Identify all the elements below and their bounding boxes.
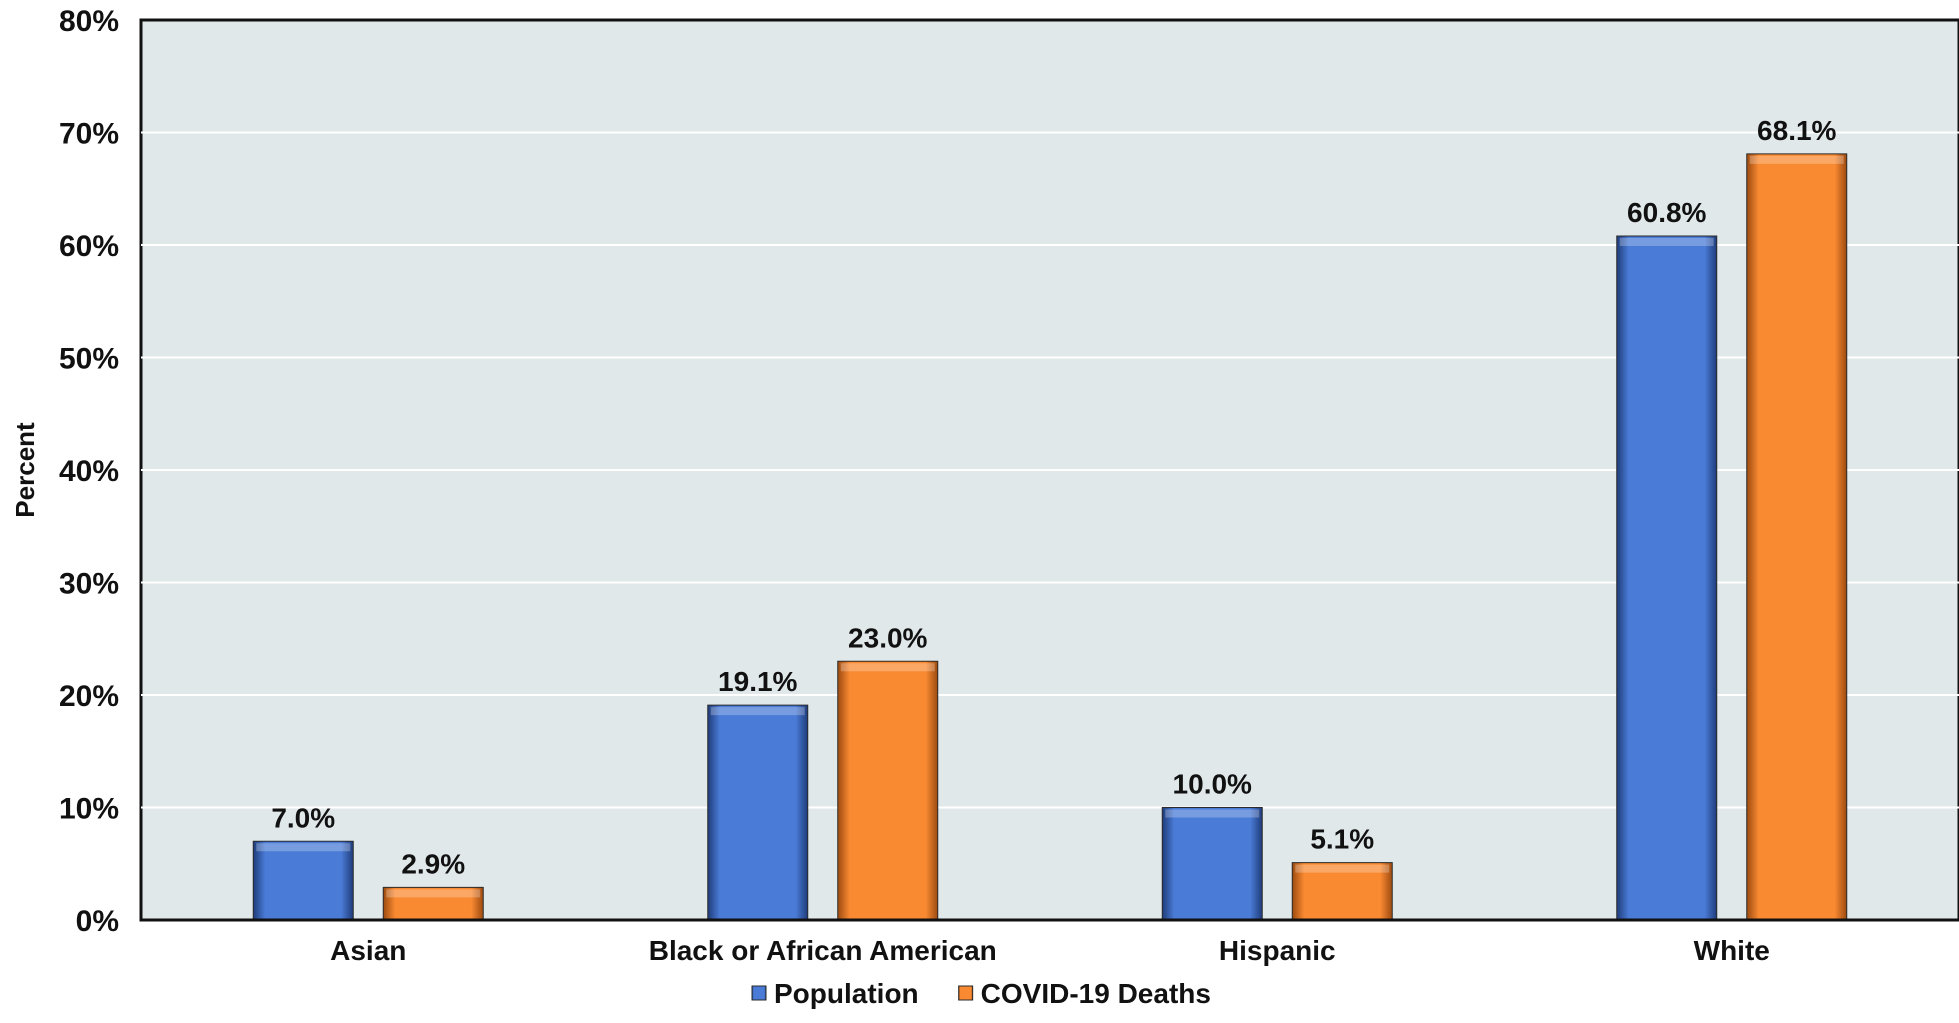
data-label: 60.8% (1627, 197, 1706, 228)
bar-population-black-or-african-american (707, 704, 809, 921)
bar-population-hispanic (1161, 807, 1263, 921)
bar-population-asian (252, 840, 354, 921)
data-label: 68.1% (1757, 115, 1836, 146)
x-category-label: Black or African American (649, 935, 997, 966)
bar-bevel (1165, 809, 1260, 818)
bar-covid-19-deaths-asian (382, 886, 484, 921)
y-tick-label: 30% (59, 568, 119, 601)
legend: Population COVID-19 Deaths (751, 978, 1211, 1009)
x-category-label: Hispanic (1219, 935, 1336, 966)
bar-bevel (1749, 155, 1844, 164)
y-tick-label: 10% (59, 793, 119, 826)
bar-covid-19-deaths-white (1746, 153, 1848, 921)
bar-bevel (256, 843, 351, 852)
data-label: 19.1% (718, 666, 797, 697)
x-axis: Asian Black or African American Hispanic Wh… (141, 918, 1959, 966)
y-tick-label: 60% (59, 230, 119, 263)
y-tick-label: 50% (59, 343, 119, 376)
bar-covid-19-deaths-hispanic (1291, 862, 1393, 921)
data-label: 10.0% (1173, 769, 1252, 800)
bars (252, 153, 1848, 921)
bar-covid-19-deaths-black-or-african-american (837, 660, 939, 921)
y-tick-label: 0% (76, 905, 119, 938)
data-label: 23.0% (848, 622, 927, 653)
bar-bevel (840, 663, 935, 672)
legend-label: Population (774, 978, 919, 1009)
y-tick-label: 70% (59, 118, 119, 151)
bar-bevel (1295, 864, 1390, 873)
data-label: 2.9% (401, 848, 465, 879)
data-labels: 7.0% 2.9% 19.1% 23.0% 10.0% 5.1% 60.8% 68.1% (271, 115, 1836, 880)
bar-bevel (386, 889, 481, 898)
x-category-label: Asian (330, 935, 406, 966)
data-label: 7.0% (271, 802, 335, 833)
y-tick-label: 20% (59, 680, 119, 713)
legend-label: COVID-19 Deaths (981, 978, 1211, 1009)
x-category-label: White (1694, 935, 1770, 966)
legend-swatch (751, 985, 767, 1001)
bar-bevel (1619, 238, 1714, 246)
bar-population-white (1616, 235, 1718, 921)
y-tick-label: 80% (59, 5, 119, 38)
y-axis-title: Percent (10, 422, 40, 518)
y-axis: 0% 10% 20% 30% 40% 50% 60% 70% 80% (59, 5, 119, 938)
legend-swatch (958, 985, 974, 1001)
y-tick-label: 40% (59, 455, 119, 488)
bar-bevel (710, 707, 805, 716)
data-label: 5.1% (1310, 824, 1374, 855)
